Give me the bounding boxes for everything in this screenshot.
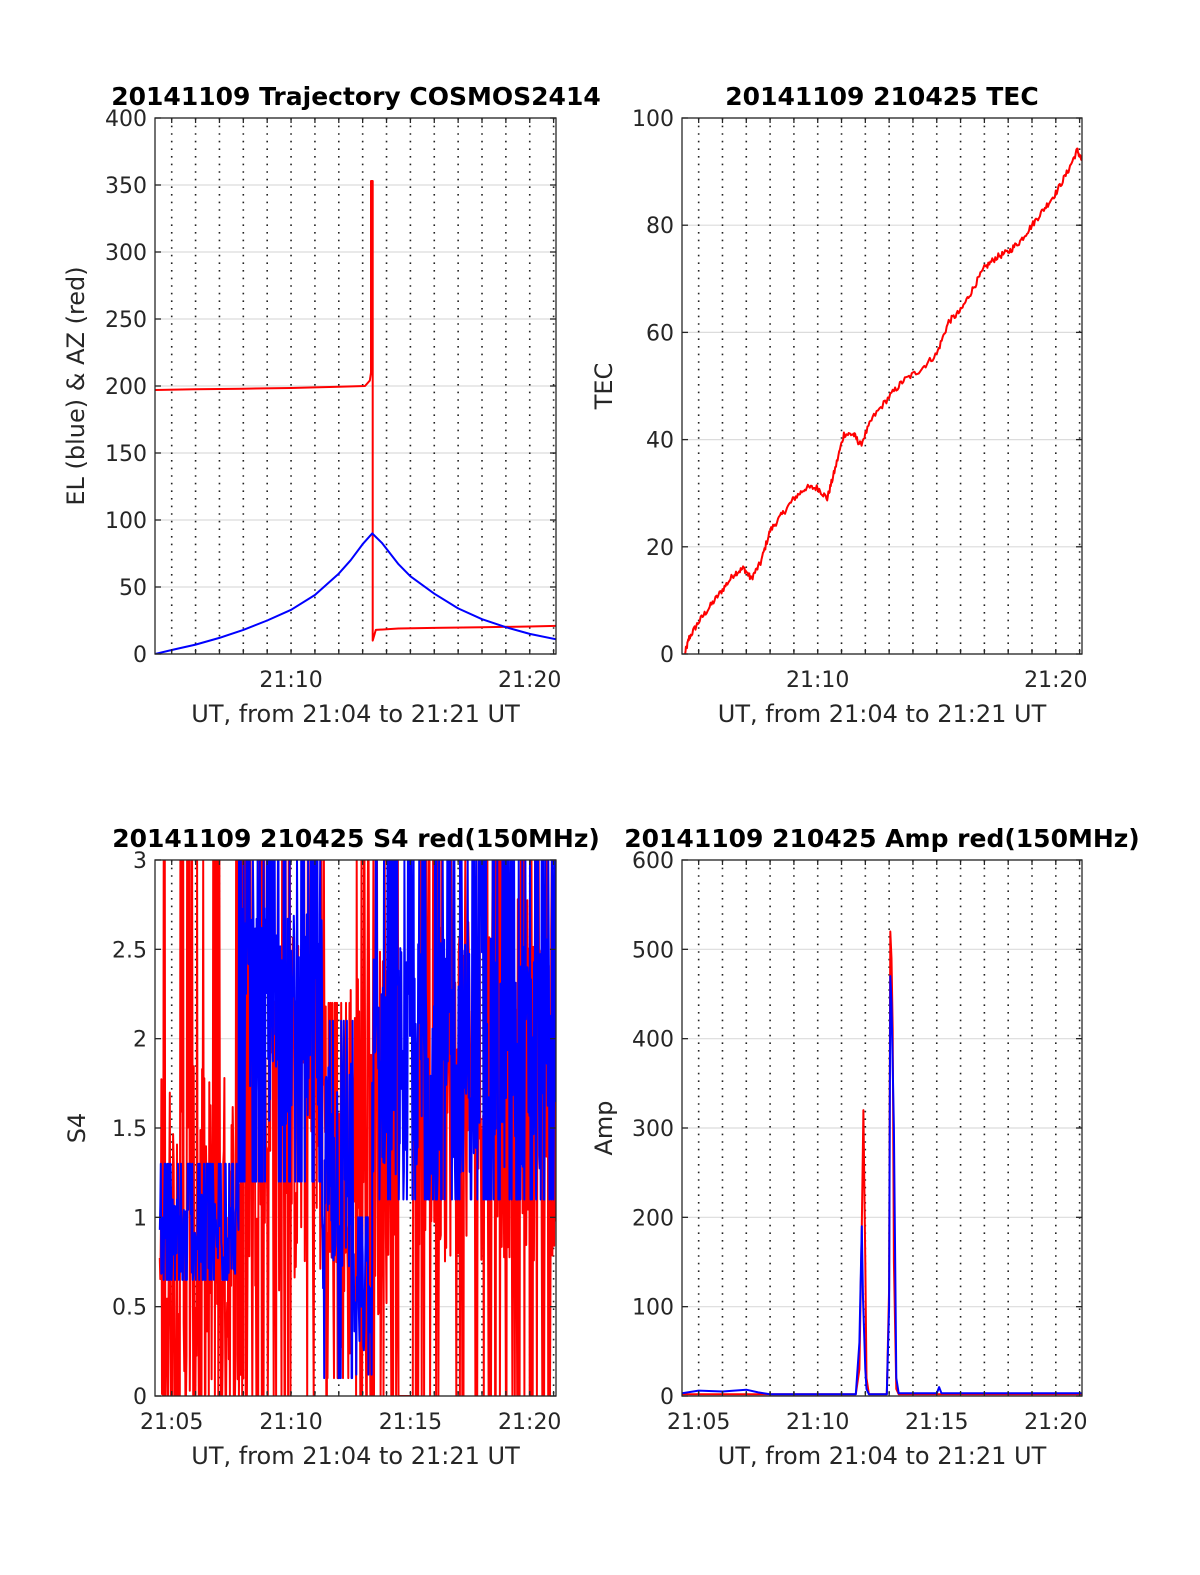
y-tick-label: 100 (632, 1296, 674, 1321)
x-axis-label: UT, from 21:04 to 21:21 UT (191, 1442, 520, 1470)
y-tick-label: 0 (133, 1385, 147, 1410)
chart-title: 20141109 Trajectory COSMOS2414 (111, 82, 601, 111)
y-tick-label: 40 (646, 429, 674, 454)
plot-area (155, 180, 556, 654)
y-tick-label: 60 (646, 321, 674, 346)
y-tick-label: 400 (105, 107, 147, 132)
trajectory-panel: 0 50 100 150 200 250 300 350 400 21:10 21:20 201411… (62, 82, 601, 728)
y-tick-label: 100 (105, 509, 147, 534)
y-tick-label: 350 (105, 174, 147, 199)
plot-area (158, 860, 556, 1396)
x-axis-label: UT, from 21:04 to 21:21 UT (718, 700, 1047, 728)
chart-title: 20141109 210425 S4 red(150MHz) (112, 824, 600, 853)
y-tick-label: 1 (133, 1206, 147, 1231)
x-tick-label: 21:20 (498, 668, 561, 693)
y-tick-label: 300 (632, 1117, 674, 1142)
y-axis-label: Amp (590, 1100, 618, 1155)
y-axis-label: TEC (590, 363, 618, 411)
x-tick-label: 21:05 (140, 1410, 203, 1435)
series-line-0 (683, 147, 1082, 654)
y-tick-label: 250 (105, 308, 147, 333)
x-tick-label: 21:20 (498, 1410, 561, 1435)
s4-panel: 0 0.5 1 1.5 2 2.5 3 21:05 21:10 21:15 21:20 2014110… (63, 824, 600, 1470)
series-line-0 (155, 180, 556, 642)
y-tick-label: 3 (133, 849, 147, 874)
y-tick-label: 2 (133, 1028, 147, 1053)
x-axis-label: UT, from 21:04 to 21:21 UT (191, 700, 520, 728)
plot-area (683, 147, 1082, 654)
y-tick-label: 0 (660, 643, 674, 668)
y-axis-label: EL (blue) & AZ (red) (62, 266, 90, 505)
x-tick-label: 21:10 (786, 668, 849, 693)
tec-panel: 0 20 40 60 80 100 21:10 21:20 20141109 210425 TE… (590, 82, 1088, 728)
y-tick-label: 0 (660, 1385, 674, 1410)
y-tick-label: 0 (133, 643, 147, 668)
x-tick-label: 21:15 (379, 1410, 442, 1435)
y-axis-label: S4 (63, 1113, 91, 1144)
x-tick-label: 21:10 (259, 1410, 322, 1435)
chart-title: 20141109 210425 TEC (725, 82, 1038, 111)
series-line-1 (682, 975, 1082, 1396)
x-tick-label: 21:05 (667, 1410, 730, 1435)
y-tick-label: 80 (646, 214, 674, 239)
y-tick-label: 20 (646, 536, 674, 561)
x-tick-label: 21:10 (786, 1410, 849, 1435)
y-tick-label: 400 (632, 1028, 674, 1053)
series-line-1 (158, 860, 556, 1380)
y-tick-label: 100 (632, 107, 674, 132)
series-line-1 (155, 532, 556, 654)
amp-panel: 0 100 200 300 400 500 600 21:05 21:10 21:15 21:20 2… (590, 824, 1140, 1470)
y-tick-label: 150 (105, 442, 147, 467)
plot-area (682, 930, 1082, 1396)
series-line-0 (158, 860, 556, 1396)
x-tick-label: 21:20 (1024, 668, 1087, 693)
x-axis-label: UT, from 21:04 to 21:21 UT (718, 1442, 1047, 1470)
y-tick-label: 300 (105, 241, 147, 266)
y-tick-label: 50 (119, 576, 147, 601)
x-tick-label: 21:15 (905, 1410, 968, 1435)
x-tick-label: 21:20 (1024, 1410, 1087, 1435)
y-tick-label: 600 (632, 849, 674, 874)
axes-frame (681, 117, 1083, 655)
y-tick-label: 500 (632, 938, 674, 963)
y-tick-label: 1.5 (112, 1117, 147, 1142)
y-tick-label: 0.5 (112, 1296, 147, 1321)
chart-title: 20141109 210425 Amp red(150MHz) (624, 824, 1140, 853)
y-tick-label: 200 (105, 375, 147, 400)
y-tick-label: 200 (632, 1206, 674, 1231)
y-tick-label: 2.5 (112, 938, 147, 963)
x-tick-label: 21:10 (259, 668, 322, 693)
